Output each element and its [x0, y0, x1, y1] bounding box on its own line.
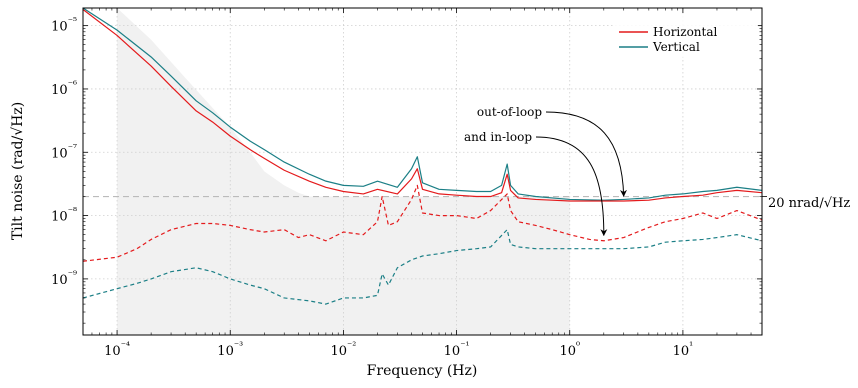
y-tick-label-1: 10⁻⁸ [51, 207, 77, 225]
series-vertical-out-of-loop [83, 8, 762, 201]
legend-label-horizontal: Horizontal [653, 25, 718, 39]
x-tick-label-1: 10⁻³ [217, 341, 243, 359]
series-horizontal-in-loop [83, 184, 762, 262]
x-tick-label-4: 10⁰ [559, 341, 580, 359]
grid-group [83, 8, 762, 335]
annotation-arrow-out-of-loop [545, 111, 628, 197]
y-tick-label-0: 10⁻⁹ [51, 270, 77, 288]
annotation-and-in-loop: and in-loop [464, 130, 532, 144]
x-tick-label-5: 10¹ [673, 341, 694, 359]
legend: Horizontal Vertical [615, 15, 758, 57]
reference-line-label: 20 nrad/√Hz [768, 196, 850, 211]
y-tick-label-4: 10⁻⁵ [51, 17, 77, 35]
y-tick-label-3: 10⁻⁶ [51, 80, 77, 98]
x-tick-label-3: 10⁻¹ [444, 341, 470, 359]
legend-box [615, 15, 758, 57]
legend-label-vertical: Vertical [652, 40, 700, 54]
y-tick-label-2: 10⁻⁷ [51, 143, 77, 161]
series-group [83, 8, 762, 305]
y-axis-label: Tilt noise (rad/√Hz) [10, 102, 26, 240]
annotation-group [535, 111, 767, 237]
annotation-arrow-in-loop [535, 136, 608, 237]
x-axis-label: Frequency (Hz) [367, 363, 478, 379]
x-tick-label-2: 10⁻² [330, 341, 356, 359]
tick-group: 10⁻⁴ 10⁻³ 10⁻² 10⁻¹ 10⁰ 10¹ 10⁻⁹ 10⁻⁸ 10⁻⁷ 10⁻⁶ 10… [51, 8, 763, 359]
annotation-out-of-loop: out-of-loop [477, 105, 542, 119]
series-vertical-in-loop [83, 229, 762, 305]
series-horizontal-out-of-loop [83, 9, 762, 202]
x-tick-label-0: 10⁻⁴ [104, 341, 130, 359]
